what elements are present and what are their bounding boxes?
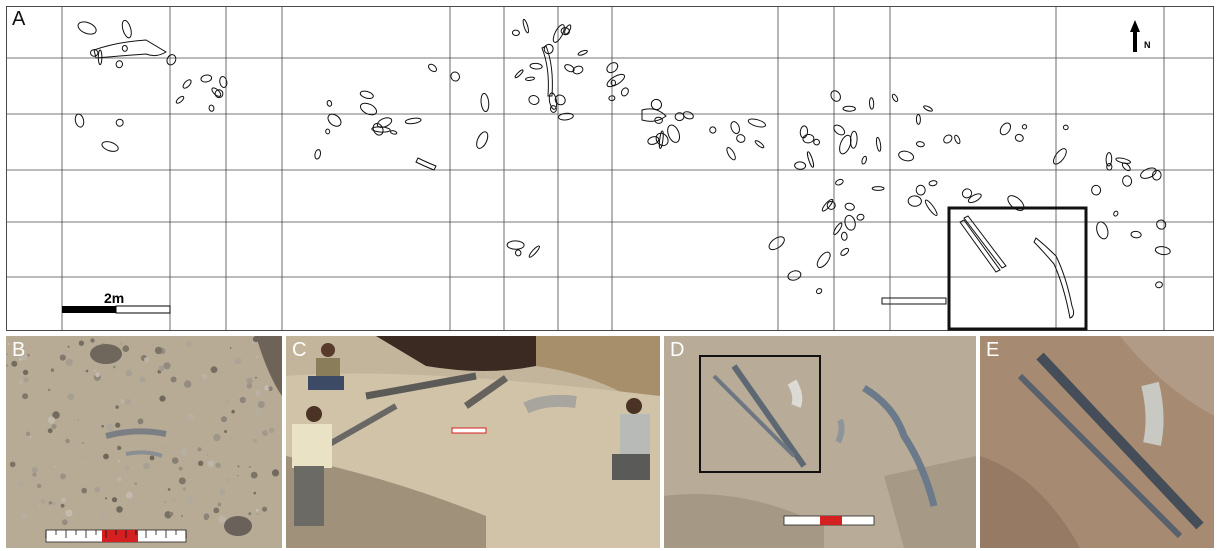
panel-label-b: B: [12, 339, 26, 361]
bone-outlines: [74, 18, 1171, 319]
panel-c-photo: C: [286, 336, 660, 548]
inset-box: [947, 206, 1088, 331]
panel-d-photo: D: [664, 336, 976, 548]
bones-in-situ-image: [664, 336, 976, 548]
scale-label: 2m: [104, 290, 125, 306]
excavation-grid: [6, 6, 1214, 331]
photo-scale-ruler: [45, 529, 187, 543]
worker-figure: [612, 398, 650, 480]
inset-box: [699, 355, 821, 473]
scale-bar: [62, 305, 171, 314]
site-map: [6, 6, 1214, 331]
bone-closeup-image: [980, 336, 1214, 548]
worker-figure: [308, 343, 344, 390]
north-arrow-icon: [1130, 20, 1140, 52]
excavation-site-image: [286, 336, 660, 548]
panel-e-photo: E: [980, 336, 1214, 548]
panel-b-photo: B: [6, 336, 282, 548]
panel-a-map: A 2m N: [6, 6, 1214, 331]
photo-scale-ruler: [783, 515, 875, 526]
panel-label-d: D: [670, 339, 685, 361]
north-label: N: [1144, 40, 1151, 50]
worker-figure: [292, 406, 332, 526]
panel-label-a: A: [12, 8, 26, 30]
panel-label-c: C: [292, 339, 307, 361]
panel-label-e: E: [986, 339, 1000, 361]
sediment-closeup-image: [6, 336, 282, 548]
